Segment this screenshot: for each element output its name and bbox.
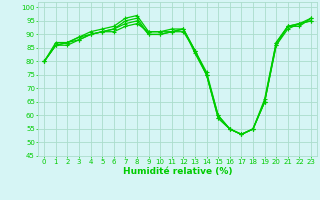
X-axis label: Humidité relative (%): Humidité relative (%) [123,167,232,176]
